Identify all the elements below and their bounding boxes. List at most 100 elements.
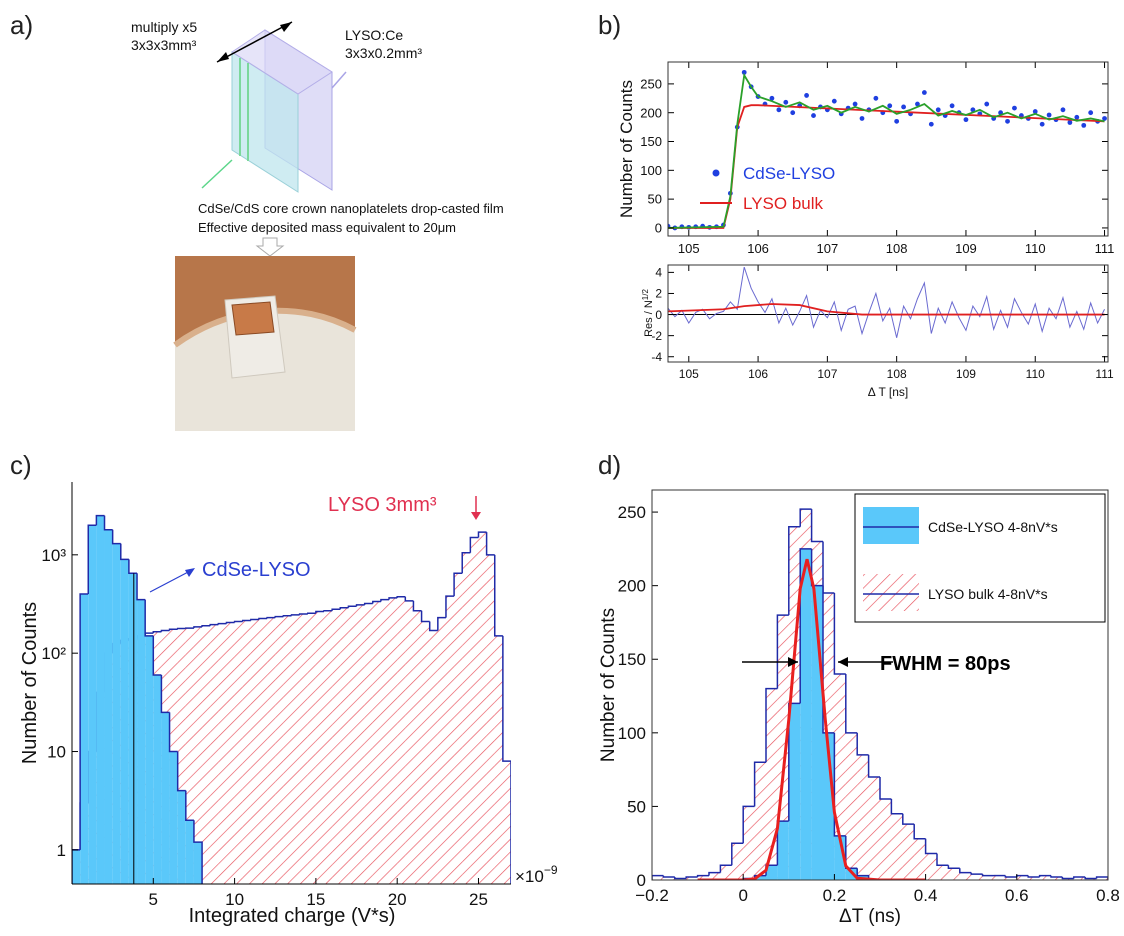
bar [259,619,267,884]
multiplier-base: ×10 [515,867,544,886]
bar-outline [1062,877,1073,878]
data-point [922,90,927,95]
bar [430,631,438,884]
y-axis-label: Number of Counts [598,608,619,762]
x-tick-label: 0 [738,886,747,905]
plot-area [668,267,1108,338]
data-point [936,107,941,112]
bar [113,544,121,884]
bar-outline [880,777,891,799]
data-point [1005,119,1010,124]
pointer-line [332,72,346,88]
bar [857,755,868,880]
bar [137,600,145,884]
data-point [929,122,934,127]
data-point [1088,110,1093,115]
x-tick-label: 110 [1025,241,1046,256]
bar-outline [663,876,674,877]
y-axis-label-superscript: 1/2 [641,289,650,301]
x-tick-label: 109 [956,367,976,381]
legend-swatch [863,574,919,611]
y-tick-label: 200 [618,577,646,596]
y-tick-label: 0 [655,308,662,322]
bar [470,538,478,884]
bar-outline [105,516,113,530]
y-tick-label: 10² [41,644,66,663]
arrow-head [838,657,848,667]
bar [960,873,971,880]
y-tick-label: 1 [57,841,66,860]
annotation: multiply x5 [131,19,197,35]
multiplier-exponent: −9 [544,863,558,877]
bar [381,600,389,884]
bar [324,611,332,884]
annotation: LYSO:Ce [345,27,403,43]
x-tick-label: 0.4 [914,886,938,905]
arrow-head [185,568,195,577]
bar [292,615,300,884]
bar-outline [937,854,948,866]
bar-outline [495,555,503,636]
bar-outline [948,865,959,868]
x-tick-label: 111 [1095,241,1115,256]
legend-label: LYSO bulk [743,194,824,213]
bar-outline [971,873,982,874]
y-tick-label: 0 [637,871,646,890]
bar [389,598,397,884]
data-point [950,103,955,108]
bar [235,621,243,884]
bar-outline [1005,876,1016,877]
annotation: 3x3x3mm³ [131,37,197,53]
bar [316,612,324,884]
y-tick-label: 0 [655,220,662,235]
annotation: FWHM = 80ps [880,653,1011,675]
y-tick-label: 100 [640,163,662,178]
panel-label: a) [10,10,33,40]
bar-outline [857,733,868,755]
bar-outline [903,814,914,824]
data-point [901,105,906,110]
x-tick-label: 105 [679,367,699,381]
bar [202,626,210,884]
bar-outline [178,629,186,630]
bar [405,601,413,884]
x-axis-label: ΔT (ns) [839,906,901,927]
legend-label: CdSe-LYSO [743,164,835,183]
bar-outline [926,839,937,854]
x-tick-label: 25 [469,890,488,909]
x-tick-label: 105 [678,241,700,256]
bar [397,597,405,884]
y-tick-label: 200 [640,105,662,120]
bar [422,621,430,884]
bar [357,605,365,884]
x-tick-label: 108 [886,241,908,256]
bar [275,617,283,884]
bar [308,613,316,884]
bar [880,799,891,880]
bar [869,777,880,880]
bar-outline [113,530,121,544]
x-axis-label: Integrated charge (V*s) [189,905,396,927]
caption: CdSe/CdS core crown nanoplatelets drop-c… [198,201,504,216]
annotation: 3x3x0.2mm³ [345,45,422,61]
x-tick-label: 108 [887,367,907,381]
y-axis-label: Number of Counts [617,80,636,218]
bar [283,616,291,884]
bar-outline [1085,877,1096,878]
bar [478,532,486,884]
bar-outline [891,799,902,814]
bar [226,623,234,884]
bar [88,525,96,884]
arrow-head [471,512,481,520]
annotation-arrow [150,570,192,592]
bar [777,821,788,880]
bar [454,573,462,884]
y-tick-label: -4 [651,350,662,364]
bar [903,824,914,880]
bar [891,814,902,880]
data-point [860,116,865,121]
data-line [668,75,1105,228]
data-point [1081,123,1086,128]
